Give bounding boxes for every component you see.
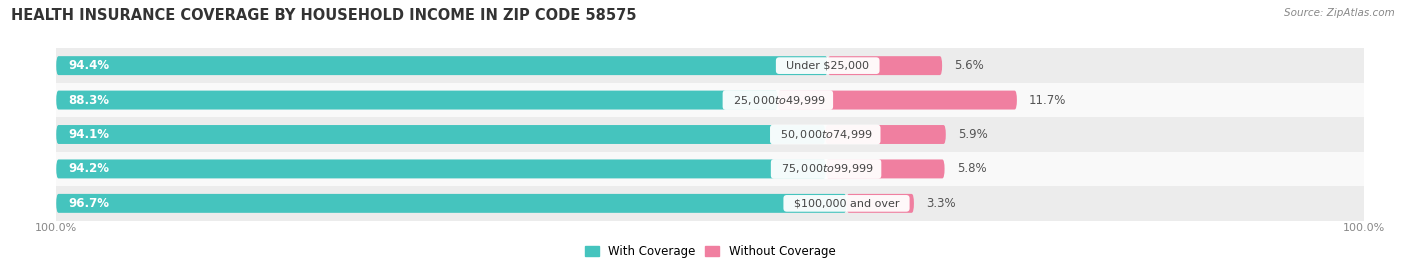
Text: $25,000 to $49,999: $25,000 to $49,999 [725, 94, 830, 107]
Text: 3.3%: 3.3% [927, 197, 956, 210]
Text: 5.9%: 5.9% [957, 128, 988, 141]
FancyBboxPatch shape [56, 91, 778, 109]
Text: Source: ZipAtlas.com: Source: ZipAtlas.com [1284, 8, 1395, 18]
Text: 11.7%: 11.7% [1029, 94, 1067, 107]
Text: 94.2%: 94.2% [69, 162, 110, 175]
Text: 5.8%: 5.8% [957, 162, 987, 175]
Text: 88.3%: 88.3% [69, 94, 110, 107]
Bar [56, 83, 1364, 117]
FancyBboxPatch shape [828, 56, 942, 75]
Bar [56, 48, 1364, 83]
Text: $50,000 to $74,999: $50,000 to $74,999 [773, 128, 877, 141]
Text: $75,000 to $99,999: $75,000 to $99,999 [775, 162, 877, 175]
FancyBboxPatch shape [827, 160, 945, 178]
FancyBboxPatch shape [56, 125, 825, 144]
Legend: With Coverage, Without Coverage: With Coverage, Without Coverage [579, 240, 841, 263]
Bar [56, 186, 1364, 221]
Bar [56, 117, 1364, 152]
Text: 96.7%: 96.7% [69, 197, 110, 210]
Bar [56, 152, 1364, 186]
FancyBboxPatch shape [825, 125, 946, 144]
Text: 94.1%: 94.1% [69, 128, 110, 141]
FancyBboxPatch shape [56, 194, 846, 213]
FancyBboxPatch shape [56, 160, 827, 178]
Text: $100,000 and over: $100,000 and over [787, 198, 907, 208]
FancyBboxPatch shape [846, 194, 914, 213]
Text: 94.4%: 94.4% [69, 59, 110, 72]
Text: Under $25,000: Under $25,000 [779, 61, 876, 71]
FancyBboxPatch shape [778, 91, 1017, 109]
Text: 5.6%: 5.6% [955, 59, 984, 72]
FancyBboxPatch shape [56, 56, 828, 75]
Text: HEALTH INSURANCE COVERAGE BY HOUSEHOLD INCOME IN ZIP CODE 58575: HEALTH INSURANCE COVERAGE BY HOUSEHOLD I… [11, 8, 637, 23]
